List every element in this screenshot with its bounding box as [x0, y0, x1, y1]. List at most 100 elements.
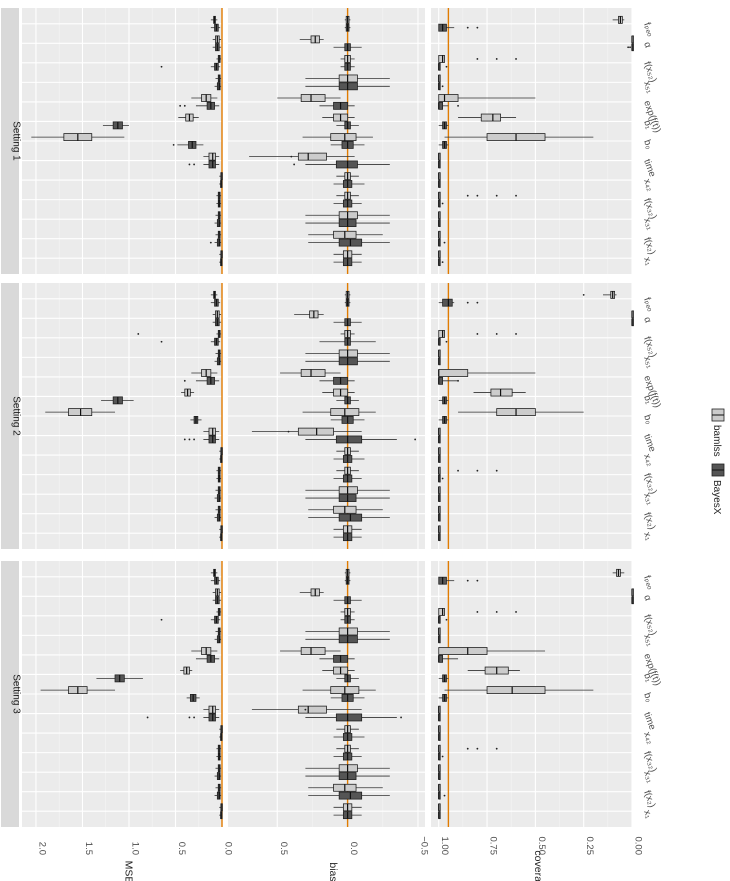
- outlier-point: [188, 163, 191, 166]
- facet-strip: [1, 561, 19, 827]
- box: [338, 82, 358, 91]
- outlier-point: [441, 261, 444, 264]
- category-tick-label: f(x₃₂): [641, 750, 659, 774]
- box: [438, 55, 445, 63]
- outlier-point: [400, 716, 402, 719]
- outlier-point: [445, 618, 448, 621]
- box: [338, 627, 358, 636]
- category-tick-label: x₁: [641, 530, 654, 541]
- box-group-bamlss: [251, 290, 390, 534]
- value-tick-label: −0.5: [418, 836, 429, 855]
- category-tick-label: x₁: [641, 808, 654, 819]
- category-tick-label: b₁: [641, 119, 654, 131]
- box: [442, 298, 453, 307]
- outlier-point: [495, 747, 498, 750]
- box-group-bayesx: [438, 576, 634, 820]
- outlier-point: [414, 438, 417, 441]
- outlier-point: [515, 611, 517, 613]
- outlier-point: [476, 747, 479, 750]
- category-tick-label: b₀: [641, 138, 655, 150]
- box-group-bamlss: [40, 568, 223, 812]
- outlier-point: [293, 163, 296, 166]
- value-tick-label: 1.0: [129, 842, 140, 855]
- legend: BayesX bamlss: [711, 408, 725, 515]
- outlier-point: [476, 194, 479, 197]
- outlier-point: [476, 579, 479, 582]
- box-group-bayesx: [101, 298, 223, 542]
- outlier-point: [476, 333, 479, 335]
- outlier-point: [457, 469, 459, 472]
- category-tick-label: x₄₂: [641, 730, 656, 746]
- box: [438, 647, 488, 655]
- outlier-point: [443, 794, 446, 797]
- outlier-point: [193, 438, 195, 441]
- outlier-point: [188, 716, 191, 719]
- facet-strip: [1, 283, 19, 549]
- outlier-point: [193, 163, 195, 166]
- box: [338, 486, 358, 495]
- category-tick-label: f(x₅₂): [641, 60, 659, 84]
- legend-label: bamlss: [711, 425, 722, 457]
- outlier-point: [304, 708, 307, 711]
- outlier-point: [441, 85, 444, 88]
- outlier-point: [466, 579, 469, 582]
- outlier-point: [515, 58, 517, 60]
- facet-strip-label: Setting 1: [11, 121, 22, 161]
- box: [338, 357, 358, 366]
- value-tick-label: 2.0: [36, 842, 47, 855]
- box: [338, 635, 358, 644]
- box-group-bayesx: [438, 298, 634, 542]
- value-tick-label: 0.00: [633, 837, 644, 856]
- box: [297, 152, 327, 161]
- outlier-point: [160, 618, 163, 621]
- facet-strip-label: Setting 2: [11, 396, 22, 436]
- outlier-point: [466, 301, 469, 304]
- outlier-point: [160, 65, 163, 68]
- box-group-bayesx: [305, 298, 417, 542]
- category-tick-label: b₀: [641, 691, 655, 703]
- box: [438, 608, 445, 616]
- outlier-point: [443, 241, 446, 244]
- box: [330, 133, 357, 142]
- outlier-point: [495, 611, 498, 613]
- outlier-point: [582, 293, 585, 296]
- category-tick-label: f(x₃₂): [641, 472, 659, 496]
- value-tick-label: 0.75: [488, 837, 499, 856]
- category-tick-label: x₁: [641, 255, 654, 266]
- box: [335, 435, 363, 444]
- outlier-point: [188, 438, 191, 441]
- category-tick-label: x₅₁: [641, 355, 655, 370]
- axis-title-coverage: coverage: [532, 850, 544, 881]
- category-tick-label: fₚₑₒ: [641, 21, 656, 38]
- category-tick-label: x₄₂: [641, 177, 656, 193]
- outlier-point: [146, 716, 149, 719]
- box-group-bamlss: [251, 568, 390, 812]
- box-group-bayesx: [96, 576, 223, 820]
- outlier-point: [476, 58, 479, 60]
- box-group-bamlss: [438, 15, 634, 259]
- category-tick-label: time: [641, 711, 657, 732]
- box-group-bamlss: [249, 15, 390, 259]
- category-tick-label: x₃₁: [641, 216, 655, 231]
- outlier-point: [183, 379, 186, 382]
- box: [338, 74, 358, 83]
- outlier-point: [445, 65, 448, 68]
- box: [480, 113, 501, 122]
- outlier-point: [495, 58, 498, 60]
- outlier-point: [137, 333, 140, 335]
- value-tick-label: 0.0: [223, 842, 234, 855]
- outlier-point: [466, 26, 469, 29]
- outlier-point: [476, 301, 479, 304]
- box-group-bamlss: [438, 290, 634, 534]
- box: [335, 160, 358, 169]
- legend-label: BayesX: [711, 480, 722, 515]
- category-tick-label: x₅₁: [641, 633, 655, 648]
- outlier-point: [466, 747, 469, 750]
- outlier-point: [457, 104, 459, 107]
- category-tick-label: x₄₂: [641, 452, 656, 468]
- outlier-point: [290, 155, 293, 158]
- outlier-point: [457, 379, 459, 382]
- category-tick-label: b₀: [641, 413, 655, 425]
- box: [438, 369, 469, 377]
- outlier-point: [476, 469, 479, 472]
